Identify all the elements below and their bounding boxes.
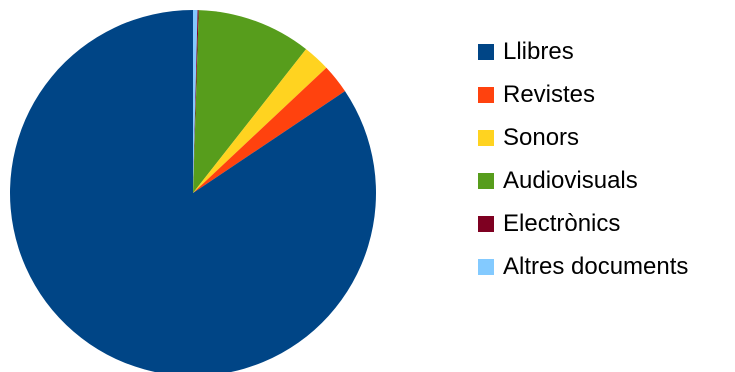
legend-item-llibres: Llibres [478, 30, 688, 73]
legend-item-electronics: Electrònics [478, 202, 688, 245]
legend-label-audiovisuals: Audiovisuals [503, 166, 638, 194]
legend-label-sonors: Sonors [503, 123, 580, 151]
legend-swatch-revistes [478, 86, 494, 103]
legend-label-altres-documents: Altres documents [503, 252, 689, 280]
pie-slices [10, 10, 376, 372]
legend-swatch-llibres [478, 43, 494, 60]
legend-item-audiovisuals: Audiovisuals [478, 159, 688, 202]
pie-slice-revistes [193, 67, 345, 193]
legend-swatch-sonors [478, 129, 494, 146]
legend-swatch-audiovisuals [478, 172, 494, 189]
legend-item-revistes: Revistes [478, 73, 688, 116]
legend-item-altres-documents: Altres documents [478, 245, 688, 288]
pie-slice-llibres [10, 10, 376, 372]
pie-slice-altres-documents [193, 10, 198, 193]
legend: Llibres Revistes Sonors Audiovisuals Ele… [478, 30, 688, 288]
legend-swatch-electronics [478, 215, 494, 232]
pie-slice-sonors [193, 49, 327, 193]
legend-label-llibres: Llibres [503, 37, 574, 65]
legend-label-revistes: Revistes [503, 80, 596, 108]
pie-slice-audiovisuals [193, 10, 307, 194]
legend-item-sonors: Sonors [478, 116, 688, 159]
legend-label-electronics: Electrònics [503, 209, 621, 237]
legend-swatch-altres-documents [478, 258, 494, 275]
pie-slice-electronics [193, 10, 199, 194]
